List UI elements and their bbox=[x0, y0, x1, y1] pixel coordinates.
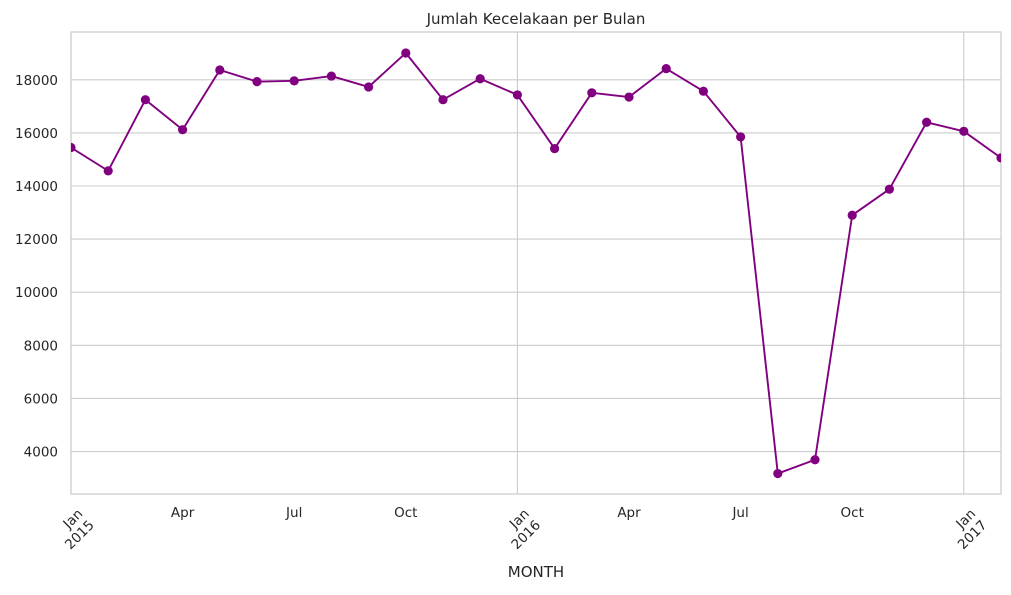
y-tick-label: 18000 bbox=[15, 73, 58, 89]
y-tick-label: 10000 bbox=[15, 285, 58, 301]
data-point bbox=[884, 184, 895, 194]
x-tick-label: Apr bbox=[171, 505, 195, 521]
data-point bbox=[326, 71, 336, 81]
data-point bbox=[71, 142, 76, 153]
data-point bbox=[698, 86, 709, 96]
x-tick-label: Jul bbox=[731, 505, 748, 521]
data-point bbox=[140, 95, 150, 105]
plot-frame bbox=[70, 31, 1002, 495]
x-axis-label: MONTH bbox=[508, 563, 564, 581]
data-point bbox=[661, 64, 671, 74]
data-point bbox=[587, 88, 597, 98]
y-tick-label: 14000 bbox=[15, 179, 58, 195]
data-point bbox=[364, 82, 374, 92]
y-tick-label: 12000 bbox=[15, 232, 58, 248]
series-line bbox=[71, 52, 1001, 475]
y-tick-label: 16000 bbox=[15, 126, 58, 142]
chart-title: Jumlah Kecelakaan per Bulan bbox=[426, 10, 646, 28]
series-line-group bbox=[71, 48, 1001, 479]
grid bbox=[70, 32, 1001, 494]
data-point bbox=[512, 90, 523, 100]
data-point bbox=[996, 153, 1001, 163]
data-point bbox=[922, 117, 932, 127]
data-point bbox=[550, 143, 560, 154]
data-point bbox=[215, 65, 225, 75]
data-point bbox=[289, 76, 299, 86]
y-tick-label: 8000 bbox=[24, 338, 58, 354]
data-point bbox=[810, 455, 820, 465]
data-point bbox=[773, 468, 783, 479]
x-tick-label: Oct bbox=[394, 505, 417, 521]
data-point bbox=[252, 77, 262, 87]
y-tick-label: 4000 bbox=[24, 445, 58, 461]
data-point bbox=[178, 125, 188, 135]
data-point bbox=[401, 48, 411, 58]
data-point bbox=[475, 74, 485, 84]
data-point bbox=[959, 126, 969, 136]
x-tick-label: Jul bbox=[285, 505, 302, 521]
series bbox=[71, 48, 1001, 479]
data-point bbox=[736, 132, 746, 142]
data-point bbox=[438, 95, 448, 105]
x-tick-label: Oct bbox=[841, 505, 864, 521]
data-point bbox=[103, 166, 113, 176]
data-point bbox=[847, 210, 857, 220]
x-tick-label: Apr bbox=[617, 505, 641, 521]
data-point bbox=[624, 92, 634, 102]
y-tick-label: 6000 bbox=[24, 391, 58, 407]
